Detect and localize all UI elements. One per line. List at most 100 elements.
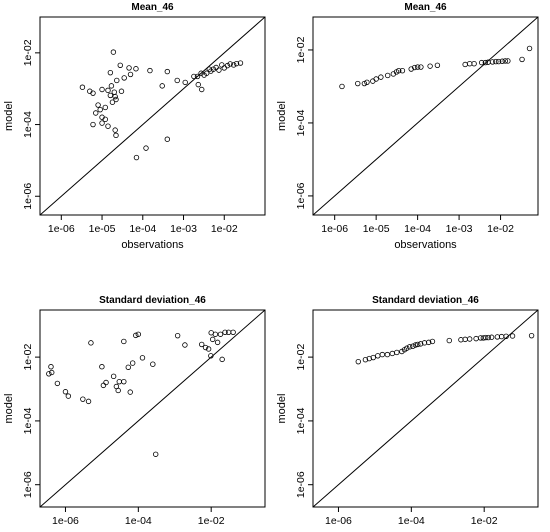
data-point [174, 77, 180, 84]
data-point [85, 398, 92, 405]
data-point [411, 64, 418, 71]
data-point [48, 364, 54, 370]
y-tick-label: 1e-06 [22, 183, 34, 210]
data-point [217, 331, 224, 337]
data-point [408, 66, 414, 72]
data-point [378, 74, 384, 80]
data-point [90, 90, 96, 96]
y-tick-label: 1e-02 [295, 344, 307, 371]
data-point [414, 64, 421, 70]
data-point [493, 58, 499, 65]
data-point [434, 62, 441, 68]
reference-line-1to1 [313, 310, 538, 507]
data-point [485, 334, 492, 341]
data-point [93, 110, 99, 116]
data-point [426, 339, 432, 346]
data-point [105, 123, 111, 129]
data-point [503, 333, 509, 339]
data-point [205, 346, 212, 352]
chart-title: Standard deviation_46 [99, 295, 206, 306]
x-tick-label: 1e-06 [321, 223, 348, 235]
plot-frame [39, 309, 266, 508]
data-point [110, 373, 117, 380]
y-axis-label: model [3, 394, 15, 424]
data-point [366, 355, 372, 362]
data-point [202, 344, 209, 351]
data-point [505, 58, 511, 64]
data-point [446, 337, 452, 344]
data-point [121, 338, 127, 345]
chart-panel-1: 1e-06 1e-05 1e-04 1e-03 1e-02 1e-06 1e-04 1e-02… [3, 2, 266, 251]
x-tick-label: 1e-05 [89, 223, 116, 235]
data-point [208, 353, 214, 359]
data-point [100, 382, 107, 389]
data-point [233, 60, 240, 67]
y-tick-label: 1e-06 [295, 471, 307, 498]
data-point [107, 69, 114, 76]
data-point [219, 62, 225, 68]
x-tick-label: 1e-03 [446, 223, 473, 235]
x-tick-label: 1e-03 [170, 223, 197, 235]
data-point [65, 393, 72, 399]
data-point [105, 87, 111, 94]
x-tick-label: 1e-04 [129, 223, 156, 235]
data-point [429, 338, 436, 345]
data-point [164, 136, 171, 142]
y-tick-label: 1e-02 [22, 39, 34, 66]
data-point [399, 348, 405, 355]
reference-line-1to1 [40, 17, 265, 215]
data-point [396, 68, 402, 74]
x-tick-label: 1e-04 [404, 223, 431, 235]
data-point [222, 329, 228, 335]
data-point [199, 341, 205, 348]
chart-panel-4: 1e-06 1e-04 1e-02 1e-06 1e-04 1e-02 Standard d… [276, 295, 539, 532]
chart-title: Mean_46 [131, 2, 174, 13]
reference-line-1to1 [40, 310, 265, 507]
x-tick-label: 1e-02 [487, 223, 514, 235]
data-point [110, 49, 117, 55]
y-tick-label: 1e-02 [295, 36, 307, 63]
reference-line-1to1 [313, 17, 538, 215]
data-point [477, 335, 484, 341]
data-point [227, 61, 233, 67]
data-point [412, 342, 419, 348]
data-point [499, 58, 505, 64]
data-point [370, 354, 376, 361]
data-point [495, 58, 502, 65]
data-point [410, 343, 416, 349]
data-point [113, 132, 119, 139]
data-point [370, 78, 376, 84]
data-point [482, 334, 489, 341]
data-point [219, 356, 225, 363]
data-point [80, 396, 86, 402]
x-tick-label: 1e-05 [363, 223, 390, 235]
data-point [79, 84, 86, 90]
y-tick-label: 1e-02 [22, 344, 34, 371]
data-point [99, 364, 105, 370]
data-point [150, 361, 156, 367]
data-point [182, 342, 188, 348]
data-point [375, 353, 381, 359]
data-point [194, 73, 201, 80]
data-point [466, 61, 473, 67]
data-point [230, 329, 236, 335]
chart-panel-3: 1e-06 1e-04 1e-02 1e-06 1e-04 1e-02 Standard d… [3, 295, 266, 532]
data-point [103, 379, 109, 386]
data-point [118, 88, 125, 94]
x-axis-label: observations [121, 239, 184, 251]
data-point [114, 77, 120, 84]
data-point [95, 102, 101, 108]
y-axis-label: model [3, 101, 15, 131]
data-point [139, 355, 146, 361]
data-point [404, 345, 410, 351]
data-point [112, 127, 118, 133]
data-point [355, 358, 361, 365]
y-tick-label: 1e-04 [22, 407, 34, 434]
data-point [519, 56, 525, 63]
data-point [113, 96, 119, 103]
y-tick-label: 1e-06 [295, 182, 307, 209]
data-point [212, 331, 219, 337]
chart-panel-2: 1e-06 1e-05 1e-04 1e-03 1e-02 1e-06 1e-04 1e-02… [276, 2, 539, 251]
data-point [418, 64, 424, 70]
